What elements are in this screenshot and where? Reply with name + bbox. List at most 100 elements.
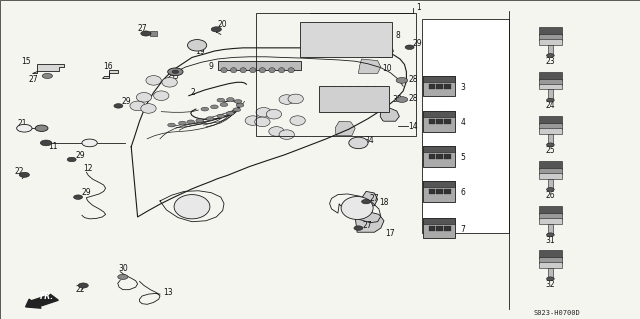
Bar [539, 79, 562, 85]
Bar [429, 84, 435, 89]
Text: 5: 5 [460, 153, 465, 162]
Circle shape [396, 97, 408, 102]
Text: 23: 23 [545, 57, 556, 66]
Text: 27: 27 [362, 221, 372, 230]
Circle shape [42, 73, 52, 78]
Circle shape [19, 172, 29, 177]
Text: FR.: FR. [40, 292, 54, 300]
Bar [436, 84, 443, 89]
Bar [150, 31, 157, 36]
Circle shape [396, 78, 408, 83]
Ellipse shape [279, 130, 294, 139]
Text: 21: 21 [18, 119, 28, 128]
Bar [539, 27, 562, 35]
Bar [548, 89, 553, 99]
Bar [423, 76, 455, 82]
Bar [429, 189, 435, 194]
Circle shape [227, 98, 234, 101]
Ellipse shape [255, 117, 270, 127]
Ellipse shape [266, 109, 282, 119]
Text: 12: 12 [83, 164, 93, 173]
Text: 35: 35 [170, 72, 179, 81]
Ellipse shape [245, 116, 260, 125]
Bar [256, 13, 416, 136]
Circle shape [233, 108, 241, 112]
Circle shape [547, 188, 554, 191]
Text: 13: 13 [163, 288, 173, 297]
Bar [319, 86, 389, 112]
Circle shape [217, 114, 225, 118]
Ellipse shape [288, 94, 303, 104]
Polygon shape [32, 64, 64, 73]
Bar [218, 61, 301, 70]
Circle shape [211, 105, 218, 109]
Circle shape [227, 111, 234, 115]
Bar [436, 189, 443, 194]
Bar [539, 34, 562, 40]
Ellipse shape [269, 127, 284, 136]
Ellipse shape [146, 76, 161, 85]
Bar [548, 45, 553, 54]
Polygon shape [335, 121, 355, 136]
Circle shape [220, 103, 228, 107]
Bar [423, 146, 455, 167]
Bar [436, 226, 443, 231]
Bar [539, 257, 562, 263]
Polygon shape [362, 191, 378, 206]
Text: 10: 10 [382, 64, 392, 73]
Circle shape [354, 226, 363, 230]
Bar [539, 128, 562, 134]
Circle shape [40, 140, 52, 146]
Text: 27: 27 [138, 24, 147, 33]
Text: 25: 25 [545, 146, 556, 155]
Circle shape [362, 199, 371, 204]
Text: 26: 26 [545, 191, 556, 200]
Text: 1: 1 [416, 4, 420, 12]
Text: 33: 33 [392, 95, 402, 104]
Bar [539, 173, 562, 179]
Polygon shape [102, 70, 118, 78]
Text: 15: 15 [20, 57, 31, 66]
Bar [539, 123, 562, 129]
Polygon shape [378, 40, 394, 57]
Circle shape [17, 124, 32, 132]
Bar [422, 19, 509, 233]
Polygon shape [358, 59, 381, 73]
Text: 3: 3 [460, 83, 465, 92]
Bar [539, 116, 562, 124]
Bar [429, 226, 435, 231]
Text: 20: 20 [218, 20, 227, 29]
Circle shape [217, 98, 225, 102]
Circle shape [172, 70, 179, 73]
Bar [548, 179, 553, 188]
Bar [423, 146, 455, 152]
Text: 34: 34 [365, 137, 374, 145]
Text: S023-H0700D: S023-H0700D [533, 310, 580, 316]
Circle shape [547, 54, 554, 57]
Ellipse shape [256, 108, 271, 117]
Ellipse shape [279, 95, 294, 104]
Bar [300, 22, 392, 57]
Text: 27: 27 [28, 75, 38, 84]
Circle shape [236, 103, 244, 107]
Bar [419, 11, 634, 309]
Ellipse shape [221, 68, 227, 73]
Ellipse shape [269, 68, 275, 73]
Circle shape [35, 125, 48, 131]
Bar [444, 154, 451, 159]
Bar [444, 226, 451, 231]
Circle shape [82, 139, 97, 147]
Circle shape [74, 195, 83, 199]
Bar [444, 189, 451, 194]
Circle shape [179, 121, 186, 125]
Ellipse shape [230, 68, 237, 73]
Ellipse shape [162, 78, 177, 87]
Text: 29: 29 [76, 151, 85, 160]
Bar [539, 161, 562, 169]
Ellipse shape [290, 116, 305, 125]
Text: 9: 9 [208, 62, 213, 71]
Bar [423, 181, 455, 188]
Ellipse shape [141, 104, 156, 113]
Ellipse shape [341, 197, 373, 219]
Bar [423, 218, 455, 239]
